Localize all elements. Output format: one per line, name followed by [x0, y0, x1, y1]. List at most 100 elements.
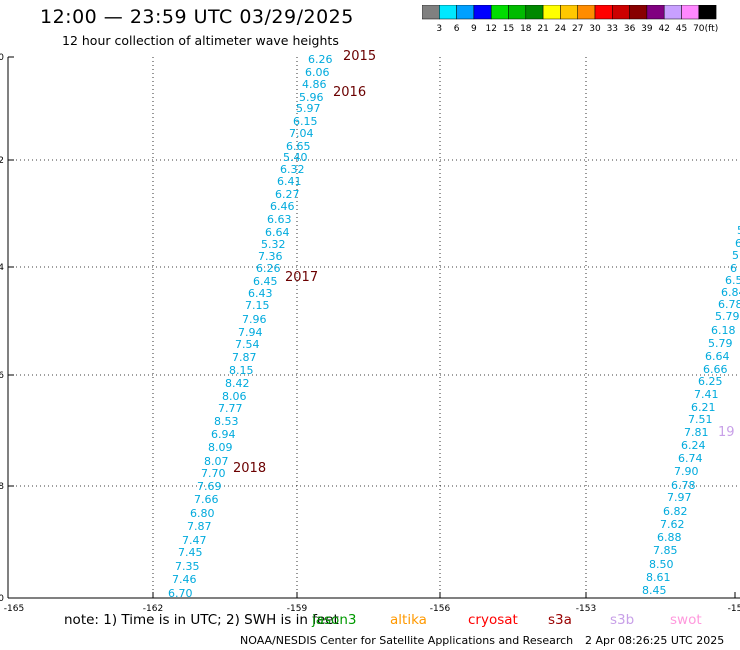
wave-height-label: 7.45 [178, 546, 203, 559]
wave-height-label: 8.09 [208, 441, 233, 454]
colorbar-label: 6 [454, 24, 460, 34]
wave-height-label: 7.66 [194, 493, 219, 506]
year-label: 2017 [285, 270, 318, 285]
wave-height-label: 8.42 [225, 377, 250, 390]
colorbar-label: 45 [676, 24, 687, 34]
wave-height-label: 5 [737, 224, 740, 237]
wave-height-label: 6 [730, 262, 737, 275]
wave-height-label: 6.21 [691, 401, 716, 414]
wave-height-label: 6.74 [678, 452, 703, 465]
colorbar-label: 36 [624, 24, 636, 34]
wave-height-label: 6.80 [190, 507, 215, 520]
wave-height-label: 6.78 [718, 298, 740, 311]
wave-height-label: 5.79 [708, 337, 733, 350]
wave-height-label: 6.26 [308, 53, 333, 66]
wave-height-label: 7.97 [667, 491, 692, 504]
wave-height-label: 6.64 [265, 226, 290, 239]
footer-timestamp: 2 Apr 08:26:25 UTC 2025 [585, 634, 725, 647]
wave-height-label: 6.41 [277, 175, 302, 188]
wave-height-label: 8.07 [204, 455, 229, 468]
wave-height-label: 8.45 [642, 584, 667, 597]
wave-height-label: 7.69 [197, 480, 222, 493]
satellite-label-s3b: s3b [610, 612, 635, 628]
wave-height-label: 7.87 [187, 520, 212, 533]
wave-height-label: 6.15 [293, 115, 318, 128]
wave-height-label: 6.84 [721, 286, 740, 299]
wave-height-label: 6.64 [705, 350, 730, 363]
wave-height-label: 6.70 [168, 587, 193, 600]
wave-height-label: 7.62 [660, 518, 685, 531]
wave-height-label: 5. [732, 249, 740, 262]
wave-height-label: 7.54 [235, 338, 260, 351]
wave-height-label: 5.96 [299, 91, 324, 104]
wave-height-label: 7.41 [694, 388, 719, 401]
page-title: 12:00 — 23:59 UTC 03/29/2025 [40, 6, 354, 28]
wave-height-label: 5.32 [261, 238, 286, 251]
lon-tick-label: -156 [430, 604, 451, 614]
lat-tick-label: -38 [0, 482, 4, 492]
note-text: note: 1) Time is in UTC; 2) SWH is in fe… [64, 612, 339, 628]
year-label: 2015 [343, 49, 376, 64]
colorbar-label: 33 [607, 24, 618, 34]
wave-height-label: 6.25 [698, 375, 723, 388]
wave-height-label: 8.61 [646, 571, 671, 584]
lon-tick-label: -162 [143, 604, 163, 614]
wave-height-label: 7.81 [684, 426, 709, 439]
colorbar-label: 42 [658, 24, 669, 34]
wave-height-label: 6.65 [286, 140, 311, 153]
wave-height-label: 7.15 [245, 299, 270, 312]
wave-height-label: 6.78 [671, 479, 696, 492]
colorbar-label: 21 [537, 24, 548, 34]
color-legend: 3 6 9 12 15 18 21 24 27 30 33 36 39 42 45 70 (ft) [422, 5, 718, 34]
wave-height-label: 6.27 [275, 188, 300, 201]
wave-height-label: 6.66 [703, 363, 728, 376]
wave-height-label: 7.94 [238, 326, 263, 339]
wave-height-label: 6.18 [711, 324, 736, 337]
colorbar-label: 12 [485, 24, 496, 34]
lon-tick-label: -165 [4, 604, 24, 614]
wave-height-label: 7.36 [258, 250, 283, 263]
satellite-label-swot: swot [670, 612, 702, 628]
wave-height-label: 8.15 [229, 364, 254, 377]
wave-height-label: 5.79 [715, 310, 740, 323]
year-label: 19 [718, 425, 735, 440]
wave-height-label: 4.86 [302, 78, 327, 91]
wave-height-label: 7.77 [218, 402, 243, 415]
wave-height-label: 6.06 [305, 66, 330, 79]
colorbar-label: 70 [693, 24, 705, 34]
satellite-label-s3a: s3a [548, 612, 572, 628]
colorbar-label: 9 [471, 24, 477, 34]
satellite-label-cryosat: cryosat [468, 612, 518, 628]
wave-height-label: 6.45 [253, 275, 278, 288]
lon-tick-label: -15 [728, 604, 740, 614]
colorbar-swatch [698, 5, 717, 20]
colorbar-label: 27 [572, 24, 583, 34]
satellite-label-altika: altika [390, 612, 427, 628]
footer-credit: NOAA/NESDIS Center for Satellite Applica… [240, 634, 574, 647]
wave-height-label: 7.51 [688, 413, 713, 426]
lat-tick-label: -30 [0, 53, 4, 63]
wave-height-label: 6.24 [681, 439, 706, 452]
wave-height-label: 7.04 [289, 127, 314, 140]
colorbar-label: 15 [503, 24, 514, 34]
wave-height-label: 6.5 [725, 274, 740, 287]
wave-height-label: 8.53 [214, 415, 239, 428]
lat-tick-label: -32 [0, 156, 4, 166]
colorbar-label: 39 [641, 24, 653, 34]
year-label: 2018 [233, 461, 266, 476]
colorbar-label: 24 [555, 24, 567, 34]
lon-tick-label: -159 [287, 604, 308, 614]
wave-height-label: 8.50 [649, 558, 674, 571]
lat-tick-label: -40 [0, 594, 4, 604]
wave-height-label: 7.70 [201, 467, 226, 480]
wave-height-label: 5.40 [283, 151, 308, 164]
wave-height-label: 6.43 [248, 287, 273, 300]
satellite-label-jason3: jason3 [312, 612, 357, 628]
wave-height-label: 6.32 [280, 163, 305, 176]
wave-height-label: 7.90 [674, 465, 699, 478]
wave-height-label: 6.26 [256, 262, 281, 275]
wave-height-label: 6.82 [663, 505, 688, 518]
wave-height-label: 7.96 [242, 313, 267, 326]
wave-height-label: 7.85 [653, 544, 678, 557]
